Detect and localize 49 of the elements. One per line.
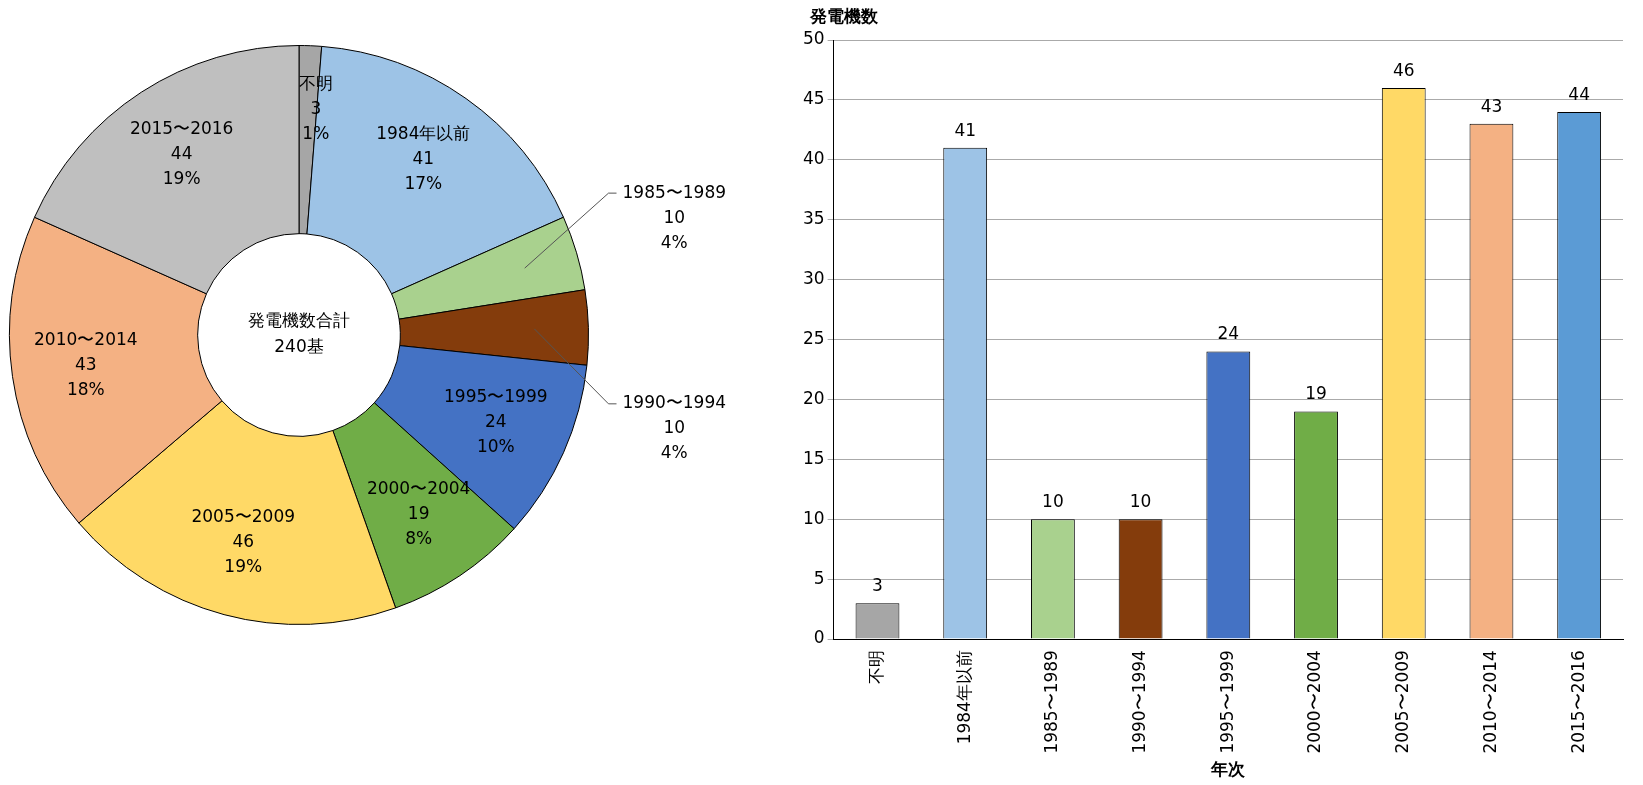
y-tick-label: 40 [802, 148, 825, 169]
data-label: 19 8% [405, 502, 433, 548]
data-label: 24 10% [476, 411, 515, 457]
slice-label: 2015〜2016 [129, 117, 234, 138]
slice-label: 1984年以前 [376, 122, 471, 143]
x-tick-label: 2010〜2014 [1479, 650, 1500, 754]
data-label: 19 [1305, 383, 1327, 404]
slice-label: 2010〜2014 [34, 329, 138, 350]
data-label: 46 [1392, 59, 1415, 80]
data-label: 43 18% [66, 354, 105, 400]
x-tick-label: 1995〜1999 [1216, 650, 1237, 754]
x-axis-title: 年次 [1210, 759, 1247, 780]
data-label: 10 4% [660, 417, 688, 463]
data-label: 44 [1568, 83, 1590, 104]
x-tick-label: 1985〜1989 [1041, 650, 1062, 754]
y-tick-label: 35 [802, 208, 825, 229]
data-label: 3 [872, 575, 883, 596]
y-tick-label: 45 [802, 88, 825, 109]
data-label: 10 [1129, 491, 1152, 512]
data-label: 41 [954, 119, 977, 140]
y-axis-title: 発電機数 [809, 6, 879, 27]
y-tick-label: 30 [802, 268, 825, 289]
data-label: 44 19% [162, 142, 201, 188]
x-tick-label: 2015〜2016 [1567, 650, 1588, 754]
y-tick-label: 20 [802, 387, 825, 408]
x-tick-label: 2005〜2009 [1392, 650, 1413, 754]
x-tick-label: 1984年以前 [953, 650, 974, 745]
y-tick-label: 0 [813, 627, 825, 648]
data-label: 43 [1480, 95, 1503, 116]
data-label: 10 4% [660, 206, 688, 252]
data-label: 41 17% [404, 147, 443, 193]
x-tick-label: 不明 [865, 650, 886, 685]
y-tick-label: 25 [802, 327, 825, 348]
slice-label: 1985〜1989 [622, 181, 727, 202]
x-tick-label: 1990〜1994 [1129, 650, 1150, 754]
data-label: 46 19% [224, 531, 263, 577]
slice-label: 2000〜2004 [366, 477, 471, 498]
data-label: 10 [1042, 491, 1064, 512]
x-tick-label: 2000〜2004 [1304, 650, 1325, 754]
text: 発電機数合計 [248, 310, 350, 331]
slice-label: 1990〜1994 [622, 392, 727, 413]
y-tick-label: 5 [813, 567, 825, 588]
slice-label: 1995〜1999 [444, 386, 548, 407]
y-tick-label: 10 [802, 507, 825, 528]
y-tick-label: 50 [802, 28, 825, 49]
text: 240基 [274, 336, 324, 357]
data-label: 24 [1217, 323, 1240, 344]
y-tick-label: 15 [802, 447, 825, 468]
slice-label: 2005〜2009 [191, 506, 296, 527]
